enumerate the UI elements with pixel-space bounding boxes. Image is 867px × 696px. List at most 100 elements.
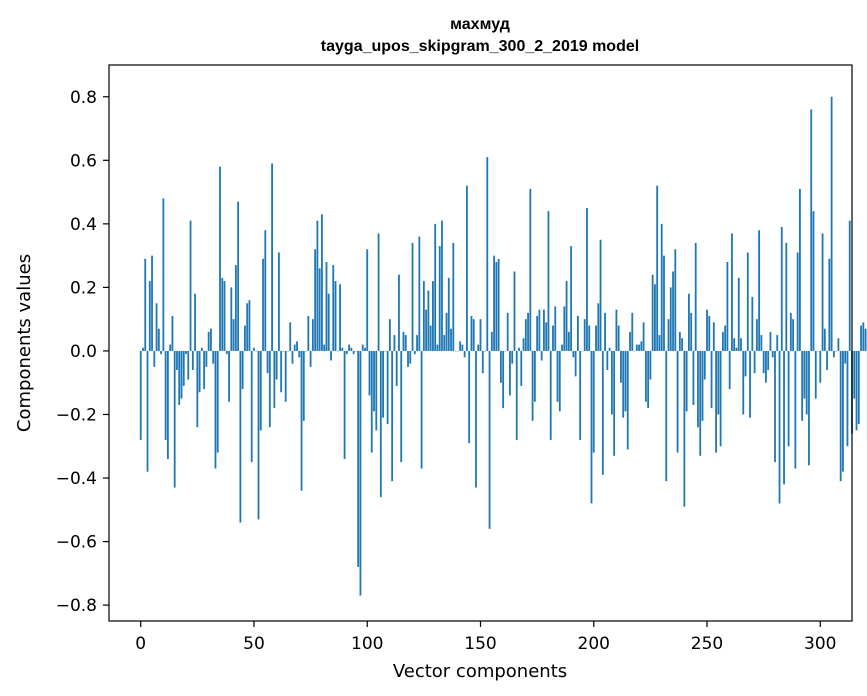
bar-45 [241,350,244,390]
bar-201 [595,325,597,351]
bar-114 [398,274,400,351]
bar-164 [511,350,514,364]
bar-191 [572,350,575,358]
bar-245 [694,242,697,351]
bar-104 [375,350,378,431]
bar-253 [712,322,715,351]
bar-181 [549,350,552,440]
bar-305 [830,96,833,351]
bar-119 [409,350,412,364]
bar-36 [221,277,224,351]
bar-57 [268,350,271,428]
bar-61 [277,252,280,351]
bar-283 [780,227,783,351]
bar-86 [334,281,337,351]
bar-102 [370,350,373,453]
bar-165 [513,271,516,351]
bar-157 [495,261,498,351]
bar-28 [203,350,206,390]
bar-224 [647,350,650,409]
bar-256 [719,350,722,447]
bar-268 [746,252,749,351]
bar-237 [676,350,679,453]
bar-154 [488,350,491,529]
bar-25 [196,350,199,428]
bar-134 [443,335,446,351]
bar-82 [325,261,328,351]
bar-226 [651,274,654,351]
bar-197 [586,207,588,351]
bar-12 [166,350,169,459]
bar-135 [445,312,448,351]
bar-242 [688,293,690,351]
bar-21 [187,350,190,380]
bar-79 [318,268,321,351]
bar-130 [434,223,437,351]
bar-97 [359,350,362,596]
bar-264 [737,277,740,351]
bar-220 [638,344,640,351]
bar-120 [411,242,414,351]
bar-271 [753,350,756,374]
y-tick-label: 0.0 [70,342,97,362]
bar-257 [721,331,724,351]
bar-188 [565,281,568,351]
bar-54 [262,258,264,351]
bar-265 [740,338,742,351]
bar-238 [678,331,681,351]
bar-5 [151,255,153,351]
bar-23 [191,350,194,370]
bar-277 [767,350,770,370]
bar-133 [441,220,443,351]
bar-291 [798,188,801,351]
bar-230 [660,223,663,351]
bar-101 [368,350,371,396]
x-tick-label: 0 [135,634,146,654]
bar-282 [778,350,781,504]
x-tick-label: 150 [464,634,496,654]
bar-126 [425,309,428,351]
plot-frame [108,64,853,622]
bar-309 [839,350,842,482]
bar-261 [731,233,733,351]
bar-85 [332,265,335,351]
bar-267 [744,350,747,377]
bar-44 [239,350,242,523]
bar-143 [463,350,466,358]
bar-207 [608,347,611,351]
bar-66 [289,322,292,351]
bar-262 [733,338,736,351]
bar-278 [769,331,772,351]
bar-68 [293,344,296,351]
bar-248 [701,350,704,421]
bar-16 [176,350,178,370]
bar-255 [717,350,720,415]
x-axis-label: Vector components [393,661,567,682]
x-tick-label: 50 [243,634,265,654]
x-tick-label: 200 [578,634,610,654]
bar-320 [864,328,867,351]
bar-94 [352,350,355,355]
bar-62 [280,350,283,393]
bar-183 [554,306,557,351]
bar-232 [665,350,668,482]
bar-10 [162,198,165,351]
bar-38 [225,350,228,355]
bar-89 [341,347,344,351]
bar-175 [536,315,539,351]
bar-31 [210,328,212,351]
bar-316 [855,350,858,431]
bar-150 [479,319,482,351]
bar-177 [540,350,543,361]
bar-74 [307,315,310,351]
bar-15 [173,350,176,488]
bar-303 [826,350,828,370]
bar-200 [592,350,595,453]
bar-178 [543,309,545,351]
bar-103 [373,350,375,412]
bar-213 [622,350,625,418]
bar-144 [466,185,468,351]
bar-211 [617,325,620,351]
bar-37 [223,281,226,351]
bar-98 [361,344,364,351]
